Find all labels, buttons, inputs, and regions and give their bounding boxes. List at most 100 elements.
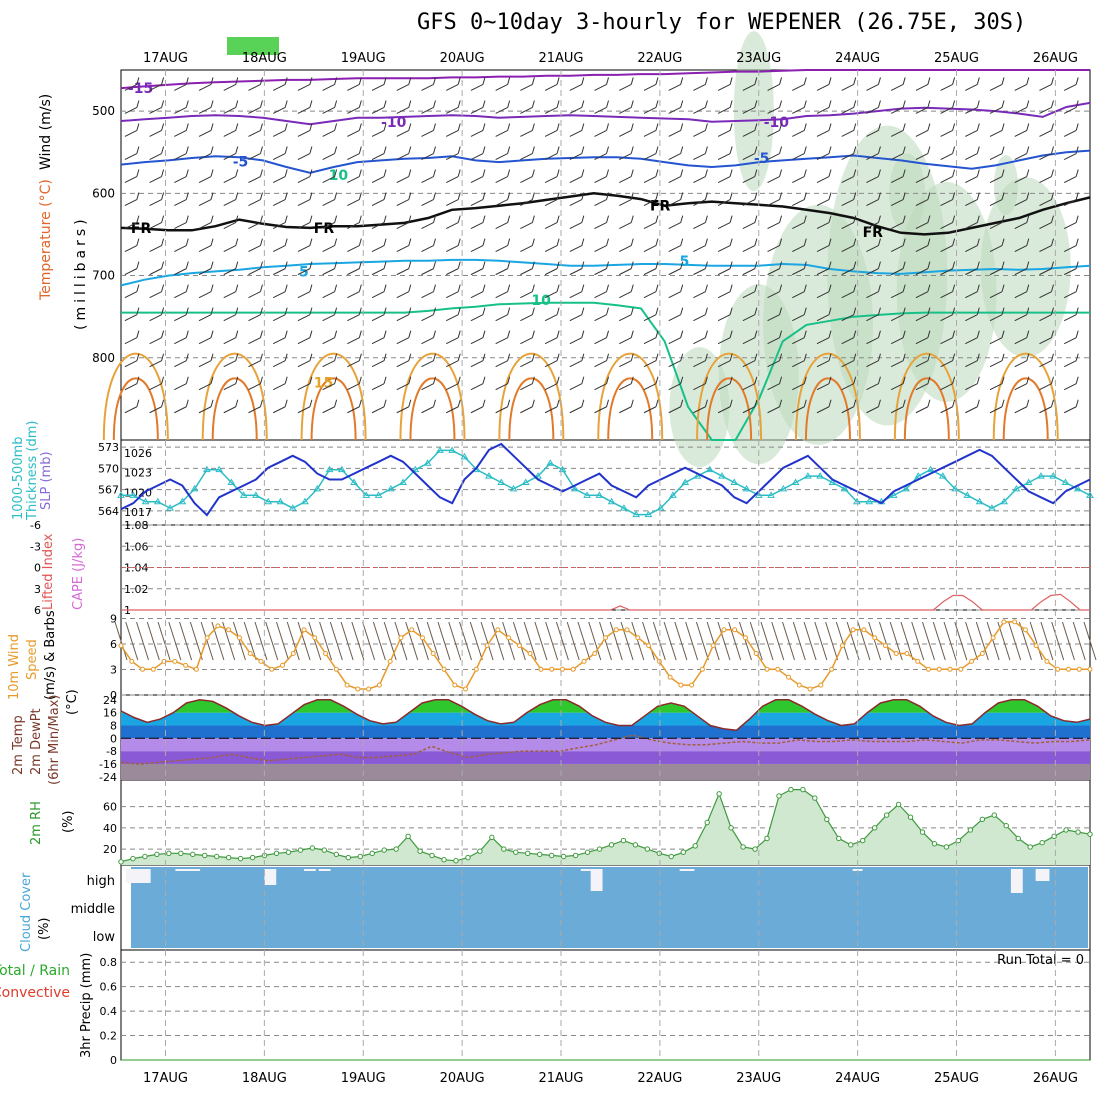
wind-barb-flag	[185, 376, 189, 384]
wind-speed-marker	[290, 651, 296, 656]
wind-barb	[717, 222, 731, 230]
wind10m-barb	[878, 621, 892, 661]
wind-barb	[174, 199, 187, 207]
wind10m-barb	[200, 621, 214, 661]
cloud-ylabel-2: (%)	[37, 918, 52, 941]
wind10m-barb	[136, 621, 150, 661]
wind-barb	[520, 360, 533, 368]
wind-barb	[544, 314, 558, 322]
wind-barb	[915, 268, 929, 276]
wind-barb-flag	[902, 215, 906, 223]
rh-marker	[632, 842, 639, 848]
wind-tick-label: 9	[110, 613, 117, 626]
wind-barb	[816, 337, 830, 345]
thickness-marker	[889, 491, 898, 498]
thickness-marker	[141, 497, 150, 505]
wind-barb-flag	[309, 399, 313, 407]
wind-barb-flag	[556, 146, 560, 154]
wind-barb	[965, 360, 978, 368]
wind-barb	[520, 83, 533, 91]
rh-marker	[740, 844, 746, 850]
wind-barb	[693, 406, 706, 414]
wind-barb-flag	[136, 376, 140, 384]
wind-barb-flag	[210, 123, 214, 131]
rh-marker	[118, 859, 124, 865]
wind-barb	[1014, 199, 1027, 207]
wind-barb	[544, 222, 558, 230]
wind-barb-flag	[482, 77, 486, 85]
wind-barb	[371, 406, 385, 414]
wind-speed-marker	[646, 643, 652, 649]
wind-barb-flag	[1075, 399, 1079, 407]
wind-barb	[470, 199, 484, 207]
thickness-ylabel-1: 1000-500mb	[11, 436, 26, 520]
wind-barb-flag	[803, 123, 807, 131]
wind-barb-flag	[606, 77, 610, 85]
rh-marker	[752, 846, 758, 852]
wind-barb	[198, 199, 212, 207]
wind-barb-flag	[1075, 307, 1079, 315]
cape-tick-label: 1.02	[124, 583, 149, 596]
wind-barb-flag	[630, 77, 634, 85]
thickness-marker	[1049, 472, 1058, 479]
wind-barb-flag	[1075, 284, 1079, 292]
wind-barb-flag	[482, 100, 486, 108]
wind-barb	[396, 199, 410, 207]
wind-barb	[643, 130, 657, 137]
wind-speed-marker	[398, 635, 404, 641]
wind-barb-flag	[457, 307, 461, 315]
precip-tick-label: 0.8	[100, 956, 118, 969]
wind-barb	[322, 176, 335, 183]
wind-barb-flag	[161, 77, 165, 85]
wind-barb	[668, 83, 681, 91]
wind10m-barb	[265, 621, 279, 661]
wind10m-barb	[1061, 621, 1075, 661]
wind-barb-flag	[334, 169, 338, 177]
wind-barb	[445, 406, 459, 414]
wind-barb	[594, 291, 607, 299]
wind-barb-flag	[853, 100, 857, 108]
wind-barb	[495, 83, 508, 91]
wind-barb	[470, 337, 484, 345]
wind-barb-flag	[877, 307, 881, 315]
cloud-cover-area	[131, 867, 1088, 948]
li-tick-label: 0	[34, 562, 41, 575]
wind-barb	[223, 383, 236, 391]
thickness-ylabel-2: Thickness (dm)	[25, 421, 40, 521]
wind-barb	[495, 291, 508, 299]
wind-barb-flag	[927, 146, 931, 154]
wind-barb-flag	[358, 100, 362, 108]
wind-barb-flag	[754, 261, 758, 269]
wind-barb	[989, 107, 1003, 114]
pressure-tick-label: 500	[92, 104, 115, 118]
wind-barb	[693, 176, 706, 183]
wind10m-ylabel-2: Speed	[25, 639, 40, 680]
wind-barb-flag	[383, 307, 387, 315]
wind-barb-flag	[309, 284, 313, 292]
wind-barb-flag	[779, 77, 783, 85]
wind-barb-flag	[531, 353, 535, 361]
wind-barb	[445, 383, 459, 391]
wind-barb	[470, 153, 484, 160]
wind-barb	[124, 291, 138, 299]
wind-barb-flag	[531, 169, 535, 177]
wind-barb-flag	[877, 284, 881, 292]
wind-barb	[792, 83, 805, 91]
rh-marker	[620, 837, 627, 844]
isotherm-15-arch	[992, 352, 1059, 441]
wind-barb	[915, 360, 929, 368]
wind-barb-flag	[259, 330, 263, 338]
wind-barb-flag	[259, 192, 263, 200]
wind-barb-flag	[927, 284, 931, 292]
wind-barb	[915, 291, 929, 299]
wind-barb	[445, 314, 459, 322]
wind-barb-flag	[136, 192, 140, 200]
thickness-marker	[1024, 478, 1033, 485]
wind-barb	[866, 314, 879, 322]
thickness-marker	[926, 465, 935, 473]
thickness-marker	[975, 497, 984, 505]
wind-barb	[272, 337, 286, 345]
wind-speed-marker	[527, 651, 533, 656]
wind-barb-flag	[457, 353, 461, 361]
wind-barb	[347, 153, 360, 160]
